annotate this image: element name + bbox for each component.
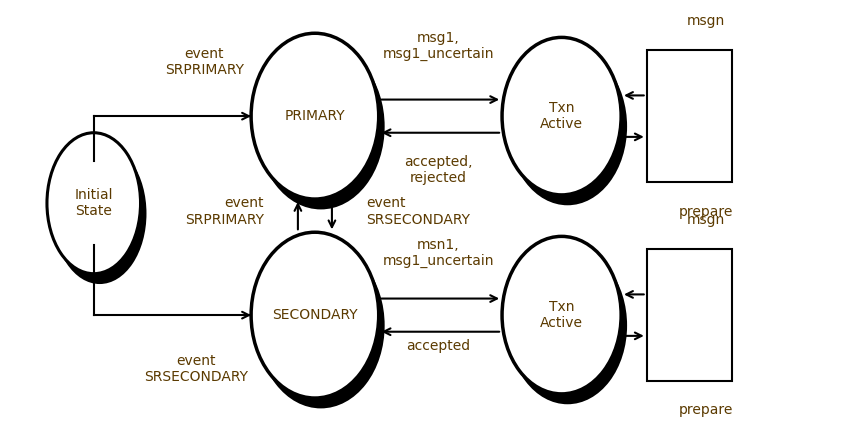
Ellipse shape (502, 37, 621, 195)
Ellipse shape (502, 236, 621, 394)
Ellipse shape (257, 44, 385, 209)
Text: event
SRSECONDARY: event SRSECONDARY (144, 354, 248, 384)
Ellipse shape (53, 143, 147, 284)
Ellipse shape (508, 247, 627, 404)
Text: msgn: msgn (687, 213, 726, 227)
Text: SECONDARY: SECONDARY (272, 308, 358, 322)
Text: accepted,
rejected: accepted, rejected (404, 155, 472, 185)
Ellipse shape (251, 33, 378, 199)
Bar (647, 249, 732, 382)
Ellipse shape (257, 243, 385, 409)
Ellipse shape (47, 133, 141, 274)
Text: Txn
Active: Txn Active (540, 101, 583, 131)
Text: event
SRSECONDARY: event SRSECONDARY (366, 196, 470, 227)
Ellipse shape (508, 48, 627, 205)
Text: event
SRPRIMARY: event SRPRIMARY (185, 196, 264, 227)
Bar (647, 50, 732, 182)
Text: msn1,
msg1_uncertain: msn1, msg1_uncertain (383, 238, 494, 268)
Text: Txn
Active: Txn Active (540, 300, 583, 330)
Text: event
SRPRIMARY: event SRPRIMARY (165, 47, 244, 77)
Text: PRIMARY: PRIMARY (285, 109, 345, 123)
Text: prepare: prepare (679, 204, 733, 219)
Text: Initial
State: Initial State (75, 188, 113, 218)
Text: accepted: accepted (406, 339, 470, 353)
Text: msg1,
msg1_uncertain: msg1, msg1_uncertain (383, 30, 494, 61)
Ellipse shape (251, 232, 378, 398)
Text: msgn: msgn (687, 14, 726, 28)
Text: prepare: prepare (679, 404, 733, 418)
